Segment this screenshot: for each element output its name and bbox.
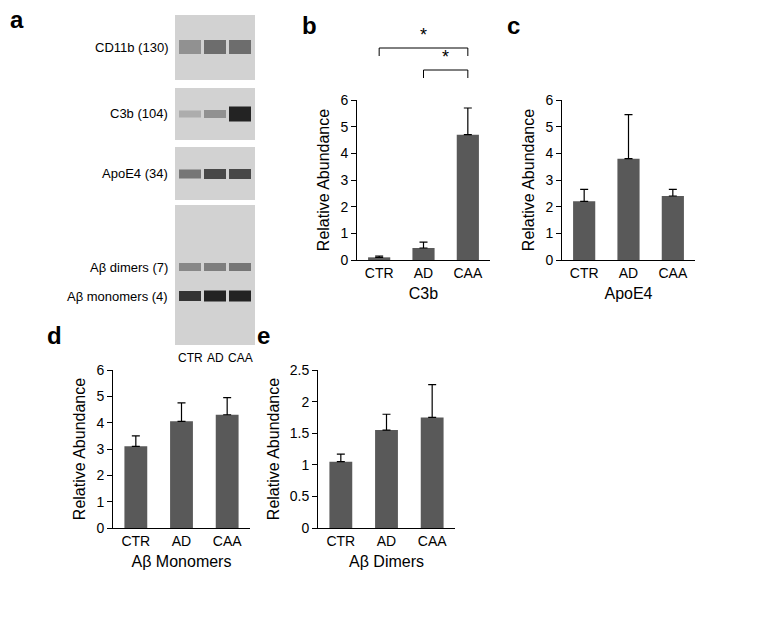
svg-text:Relative Abundance: Relative Abundance bbox=[71, 378, 88, 520]
svg-text:c: c bbox=[507, 12, 520, 39]
svg-text:b: b bbox=[302, 12, 317, 39]
svg-text:AD: AD bbox=[414, 265, 433, 281]
svg-text:0: 0 bbox=[301, 520, 309, 536]
svg-text:Relative Abundance: Relative Abundance bbox=[265, 378, 282, 520]
svg-text:CTR: CTR bbox=[178, 351, 203, 365]
svg-text:6: 6 bbox=[96, 362, 104, 378]
svg-text:*: * bbox=[420, 25, 427, 45]
svg-text:5: 5 bbox=[96, 388, 104, 404]
svg-text:1: 1 bbox=[545, 225, 553, 241]
svg-text:1: 1 bbox=[301, 457, 309, 473]
svg-text:AD: AD bbox=[619, 265, 638, 281]
svg-text:ApoE4 (34): ApoE4 (34) bbox=[102, 166, 168, 181]
svg-text:5: 5 bbox=[340, 119, 348, 135]
svg-text:Aβ monomers (4): Aβ monomers (4) bbox=[67, 289, 168, 304]
svg-text:3: 3 bbox=[545, 172, 553, 188]
svg-text:CAA: CAA bbox=[418, 533, 447, 549]
svg-text:4: 4 bbox=[96, 415, 104, 431]
svg-text:a: a bbox=[10, 6, 24, 33]
svg-text:4: 4 bbox=[340, 145, 348, 161]
svg-text:0: 0 bbox=[96, 520, 104, 536]
svg-text:CD11b (130): CD11b (130) bbox=[95, 40, 168, 55]
svg-text:CTR: CTR bbox=[365, 265, 394, 281]
svg-text:AD: AD bbox=[172, 533, 191, 549]
svg-text:1.5: 1.5 bbox=[290, 425, 310, 441]
svg-text:CTR: CTR bbox=[121, 533, 150, 549]
svg-text:CAA: CAA bbox=[453, 265, 482, 281]
svg-text:1: 1 bbox=[340, 225, 348, 241]
svg-text:Aβ dimers (7): Aβ dimers (7) bbox=[90, 260, 168, 275]
svg-text:6: 6 bbox=[340, 92, 348, 108]
svg-text:CAA: CAA bbox=[213, 533, 242, 549]
svg-text:CTR: CTR bbox=[570, 265, 599, 281]
svg-text:*: * bbox=[442, 47, 449, 67]
svg-text:Relative Abundance: Relative Abundance bbox=[520, 109, 537, 251]
svg-text:3: 3 bbox=[340, 172, 348, 188]
svg-text:0: 0 bbox=[545, 252, 553, 268]
svg-text:4: 4 bbox=[545, 145, 553, 161]
svg-text:3: 3 bbox=[96, 441, 104, 457]
svg-text:2: 2 bbox=[301, 394, 309, 410]
svg-text:C3b: C3b bbox=[409, 285, 438, 302]
svg-text:CAA: CAA bbox=[228, 351, 253, 365]
svg-text:e: e bbox=[257, 322, 270, 349]
svg-text:Relative Abundance: Relative Abundance bbox=[315, 109, 332, 251]
svg-text:CTR: CTR bbox=[326, 533, 355, 549]
svg-text:1: 1 bbox=[96, 494, 104, 510]
svg-text:6: 6 bbox=[545, 92, 553, 108]
svg-text:CAA: CAA bbox=[658, 265, 687, 281]
svg-text:d: d bbox=[47, 322, 62, 349]
svg-text:0: 0 bbox=[340, 252, 348, 268]
svg-text:ApoE4: ApoE4 bbox=[604, 285, 652, 302]
svg-text:Aβ Dimers: Aβ Dimers bbox=[349, 553, 424, 570]
svg-text:AD: AD bbox=[207, 351, 224, 365]
svg-text:Aβ Monomers: Aβ Monomers bbox=[132, 553, 232, 570]
svg-text:0.5: 0.5 bbox=[290, 488, 310, 504]
svg-text:2: 2 bbox=[96, 467, 104, 483]
svg-text:2.5: 2.5 bbox=[290, 362, 310, 378]
svg-text:C3b (104): C3b (104) bbox=[110, 106, 168, 121]
svg-text:5: 5 bbox=[545, 119, 553, 135]
svg-text:2: 2 bbox=[545, 199, 553, 215]
svg-text:AD: AD bbox=[377, 533, 396, 549]
svg-text:2: 2 bbox=[340, 199, 348, 215]
